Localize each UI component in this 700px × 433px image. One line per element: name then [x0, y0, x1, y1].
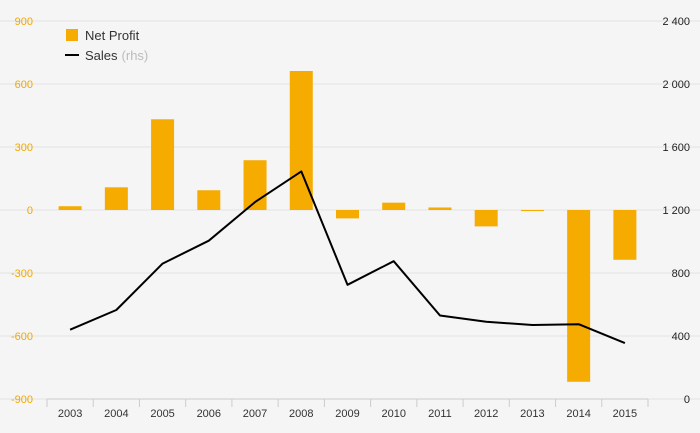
net-profit-bar	[197, 190, 221, 210]
x-tick-label: 2013	[520, 408, 544, 420]
sales-line	[69, 170, 626, 345]
x-tick-label: 2003	[58, 408, 82, 420]
net-profit-bar	[520, 210, 544, 212]
x-tick-label: 2004	[104, 408, 128, 420]
net-profit-bar	[58, 206, 82, 210]
y-left-tick-label: 300	[15, 142, 33, 154]
x-tick-label: 2007	[243, 408, 267, 420]
net-profit-bar	[428, 207, 452, 210]
legend-sales-name: Sales	[85, 48, 118, 63]
y-right-tick-label: 0	[684, 394, 690, 406]
y-left-tick-label: -600	[11, 331, 33, 343]
axes: 2003 2004 2005 2006 2007 2008 2009 2010 2011 2012…	[11, 16, 690, 420]
legend-sales-note: (rhs)	[122, 48, 149, 63]
x-tick-label: 2008	[289, 408, 313, 420]
x-tick-label: 2010	[381, 408, 405, 420]
y-right-tick-label: 400	[672, 331, 690, 343]
y-right-tick-label: 800	[672, 268, 690, 280]
y-right-tick-label: 1 600	[662, 142, 690, 154]
x-tick-label: 2012	[474, 408, 498, 420]
net-profit-bars	[58, 70, 637, 382]
net-profit-bar	[613, 210, 637, 260]
y-left-tick-label: 900	[15, 16, 33, 28]
net-profit-bar	[104, 187, 128, 210]
net-profit-bar	[382, 202, 406, 210]
legend-net-profit-swatch	[66, 29, 78, 41]
sales-line-series	[69, 170, 626, 345]
x-tick-label: 2015	[613, 408, 637, 420]
legend-sales-label: Sales (rhs)	[85, 48, 148, 63]
y-right-tick-label: 2 400	[662, 16, 690, 28]
y-left-tick-label: -300	[11, 268, 33, 280]
y-left-tick-label: -900	[11, 394, 33, 406]
x-tick-label: 2014	[566, 408, 590, 420]
net-profit-bar	[474, 210, 498, 227]
y-left-tick-label: 600	[15, 79, 33, 91]
x-tick-label: 2005	[150, 408, 174, 420]
net-profit-bar	[336, 210, 359, 219]
net-profit-bar	[151, 119, 175, 210]
x-tick-label: 2011	[428, 408, 452, 420]
y-right-tick-label: 2 000	[662, 79, 690, 91]
x-tick-label: 2009	[335, 408, 359, 420]
y-left-tick-label: 0	[27, 205, 33, 217]
legend: Net Profit Sales (rhs)	[65, 28, 148, 63]
y-right-tick-label: 1 200	[662, 205, 690, 217]
net-profit-bar	[567, 210, 591, 382]
x-tick-label: 2006	[197, 408, 221, 420]
legend-net-profit-label: Net Profit	[85, 28, 140, 43]
